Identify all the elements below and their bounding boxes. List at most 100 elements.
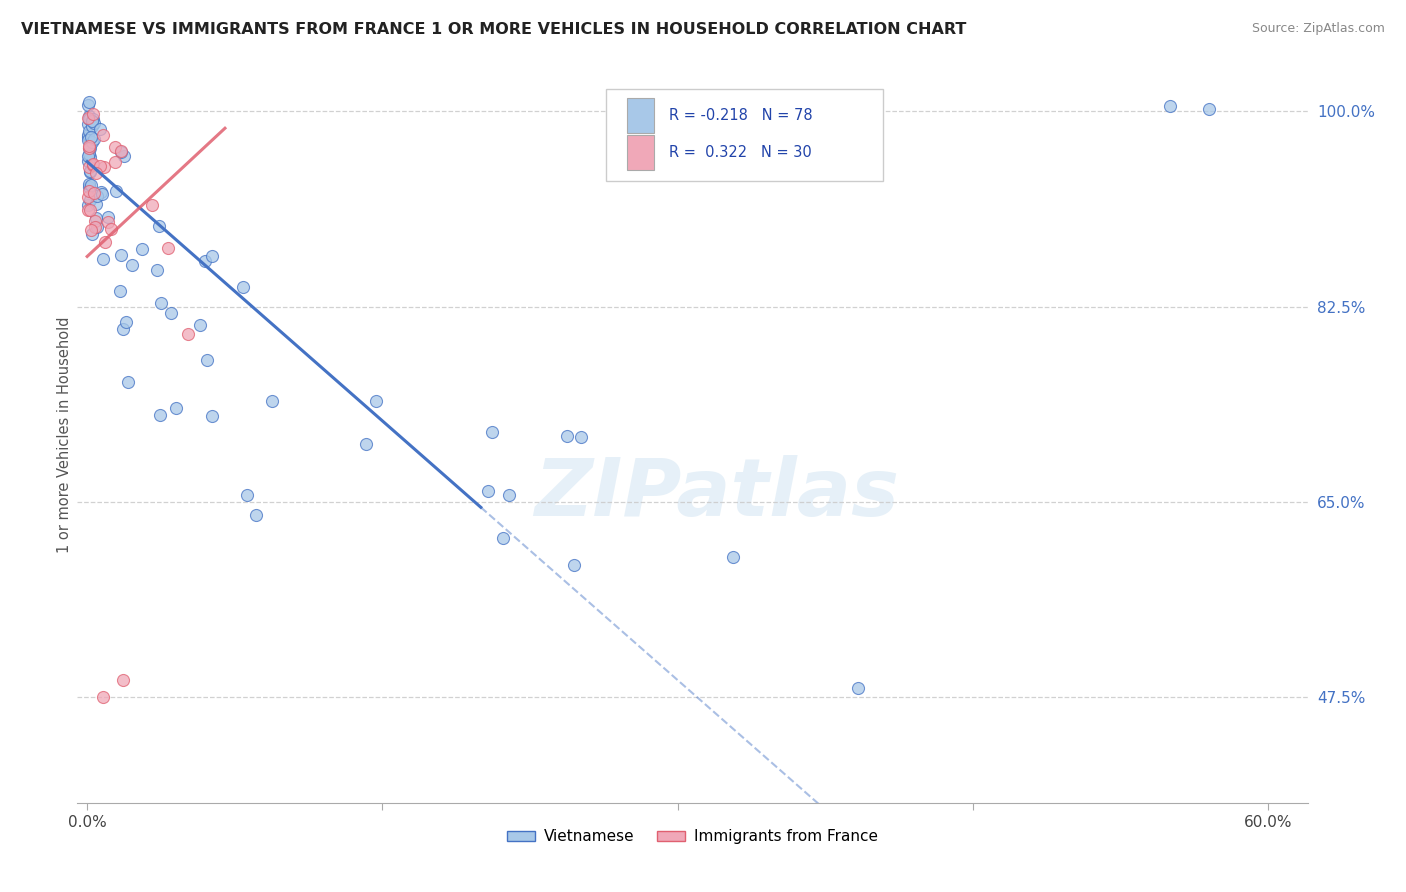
Point	[236, 487, 259, 501]
Point	[79, 163, 101, 178]
Point	[90, 187, 112, 202]
Point	[366, 393, 388, 408]
Text: VIETNAMESE VS IMMIGRANTS FROM FRANCE 1 OR MORE VEHICLES IN HOUSEHOLD CORRELATION: VIETNAMESE VS IMMIGRANTS FROM FRANCE 1 O…	[21, 22, 966, 37]
Point	[356, 436, 378, 450]
Point	[77, 180, 100, 194]
Point	[86, 189, 108, 203]
Point	[90, 185, 112, 199]
Point	[83, 213, 105, 227]
Point	[79, 203, 101, 218]
Point	[89, 121, 111, 136]
Point	[83, 132, 105, 146]
Point	[77, 160, 100, 174]
Point	[104, 184, 127, 198]
Legend: Vietnamese, Immigrants from France: Vietnamese, Immigrants from France	[501, 823, 884, 850]
FancyBboxPatch shape	[606, 89, 883, 181]
Point	[91, 128, 114, 142]
Point	[79, 141, 101, 155]
Point	[141, 198, 163, 212]
Point	[76, 111, 98, 125]
Point	[84, 211, 107, 225]
Point	[94, 235, 117, 249]
Point	[110, 145, 132, 159]
Point	[846, 681, 869, 695]
Point	[77, 124, 100, 138]
Point	[156, 240, 179, 254]
Point	[76, 97, 98, 112]
Point	[194, 254, 217, 268]
Point	[76, 197, 98, 211]
Point	[188, 318, 211, 332]
Point	[114, 315, 136, 329]
Point	[82, 107, 104, 121]
Point	[245, 508, 267, 523]
Point	[77, 112, 100, 126]
Point	[117, 375, 139, 389]
Point	[232, 279, 254, 293]
Point	[91, 252, 114, 266]
Point	[77, 178, 100, 192]
Point	[79, 193, 101, 207]
Point	[77, 147, 100, 161]
Point	[110, 247, 132, 261]
Point	[80, 113, 103, 128]
Point	[150, 296, 173, 310]
Point	[83, 115, 105, 129]
Point	[86, 219, 108, 234]
Point	[723, 550, 745, 565]
Point	[148, 409, 170, 423]
Point	[77, 128, 100, 142]
Point	[201, 249, 224, 263]
Point	[77, 154, 100, 169]
Point	[111, 322, 134, 336]
Point	[77, 95, 100, 109]
Point	[100, 222, 122, 236]
Text: R = -0.218   N = 78: R = -0.218 N = 78	[669, 108, 813, 123]
Point	[80, 178, 103, 193]
Point	[195, 353, 218, 368]
Point	[131, 242, 153, 256]
Point	[79, 165, 101, 179]
Point	[1159, 99, 1181, 113]
Point	[108, 285, 131, 299]
Bar	[627, 135, 654, 170]
Point	[77, 203, 100, 218]
Point	[110, 145, 132, 159]
Point	[82, 119, 104, 133]
Point	[80, 223, 103, 237]
Point	[80, 227, 103, 241]
Point	[80, 135, 103, 149]
Point	[91, 690, 114, 704]
Point	[555, 429, 578, 443]
Point	[77, 189, 100, 203]
Point	[83, 186, 105, 200]
Point	[200, 409, 222, 423]
Point	[97, 215, 120, 229]
Point	[79, 151, 101, 165]
Text: Source: ZipAtlas.com: Source: ZipAtlas.com	[1251, 22, 1385, 36]
Point	[104, 155, 127, 169]
Point	[146, 263, 169, 277]
Point	[491, 532, 513, 546]
Point	[498, 488, 520, 502]
Point	[121, 258, 143, 272]
Point	[260, 394, 283, 409]
Point	[160, 306, 183, 320]
Point	[89, 159, 111, 173]
Point	[97, 210, 120, 224]
Point	[148, 219, 170, 233]
Point	[112, 149, 135, 163]
Point	[82, 112, 104, 126]
Point	[569, 430, 592, 444]
Point	[84, 166, 107, 180]
Point	[477, 484, 499, 499]
Text: R =  0.322   N = 30: R = 0.322 N = 30	[669, 145, 811, 160]
Point	[77, 149, 100, 163]
Point	[79, 141, 101, 155]
Point	[111, 673, 134, 687]
Point	[77, 129, 100, 144]
Point	[165, 401, 187, 416]
Point	[77, 109, 100, 123]
Point	[562, 558, 585, 573]
Point	[1198, 102, 1220, 116]
